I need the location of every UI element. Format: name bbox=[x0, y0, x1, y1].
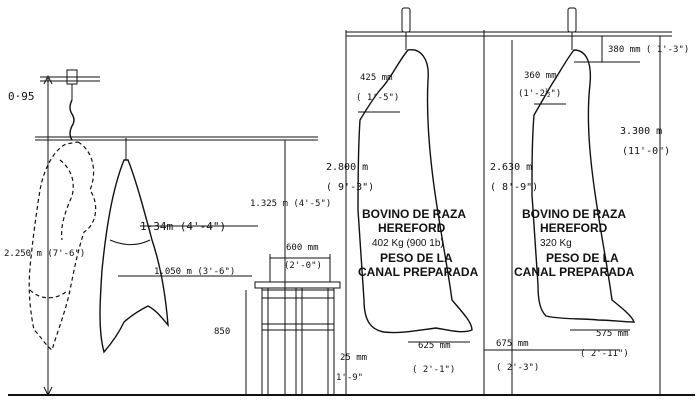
beef-right-length-label: 2.630 m bbox=[490, 162, 532, 173]
beef-left-title-2: HEREFORD bbox=[378, 221, 446, 235]
beef-left-outline bbox=[357, 49, 473, 334]
pig-chain bbox=[69, 99, 75, 141]
bench-top-imperial-label: (2'-0") bbox=[284, 261, 322, 271]
pig-height-label: 2.250 m (7'-6") bbox=[4, 249, 85, 259]
pig-height-arrow-top bbox=[43, 74, 53, 85]
beef-left-title-1: BOVINO DE RAZA bbox=[362, 207, 466, 221]
beef-right-hock-label: 360 mm bbox=[524, 71, 557, 81]
beef-left-hook bbox=[401, 7, 411, 33]
bench-leg-right bbox=[327, 287, 335, 396]
small-carcass-outline bbox=[99, 159, 169, 354]
rail-height-label: 0·95 bbox=[8, 90, 35, 103]
pig-height-arrow-bottom bbox=[43, 386, 53, 397]
beef-right-floor-gap: 675 mm bbox=[496, 339, 529, 349]
beef-right-outline bbox=[531, 49, 635, 323]
small-width-label: 1·34m (4'-4") bbox=[140, 220, 226, 233]
beef-left-floor-gap: 25 mm bbox=[340, 353, 367, 363]
beef-left-shoulder-label: 625 mm bbox=[418, 341, 451, 351]
beef-left-caption-1: PESO DE LA bbox=[380, 251, 453, 265]
beef-right-top-clearance: 380 mm ( 1'-3") bbox=[608, 45, 689, 55]
beef-right-length-imperial: ( 8'-9") bbox=[490, 182, 538, 193]
beef-left-length-imperial: ( 9'-3") bbox=[326, 182, 374, 193]
beef-left-shoulder-imperial: ( 2'-1") bbox=[412, 365, 455, 375]
rail-total-imperial: (11'-0") bbox=[622, 146, 670, 157]
small-inner-width-label: 1.050 m (3'-6") bbox=[154, 267, 235, 277]
bench-rail-mid bbox=[261, 323, 335, 331]
beef-right-hock-imperial: (1'-2½") bbox=[518, 88, 561, 99]
rail-total-label: 3.300 m bbox=[620, 126, 662, 137]
bench-leg-left bbox=[261, 287, 269, 396]
pig-inner-line bbox=[59, 159, 74, 241]
beef-right-hook bbox=[567, 7, 577, 33]
bench-height-label: 1.325 m (4'-5") bbox=[250, 199, 331, 209]
bench-leg-center bbox=[295, 287, 303, 396]
beef-right-caption-2: CANAL PREPARADA bbox=[514, 265, 635, 279]
beef-right-caption-1: PESO DE LA bbox=[546, 251, 619, 265]
beef-left-hock-imperial: ( 1'-5") bbox=[356, 93, 399, 103]
bench-top-label: 600 mm bbox=[286, 243, 319, 253]
beef-left-length-label: 2.800 m bbox=[326, 162, 368, 173]
bench-height-850-label: 850 bbox=[214, 327, 230, 337]
bench-rail-top bbox=[261, 289, 335, 299]
bench-top bbox=[254, 281, 341, 289]
small-carcass-ribline bbox=[109, 239, 151, 245]
beef-right-title-2: HEREFORD bbox=[540, 221, 608, 235]
beef-right-title-1: BOVINO DE RAZA bbox=[522, 207, 626, 221]
beef-left-hock-label: 425 mm bbox=[360, 73, 393, 83]
beef-left-caption-2: CANAL PREPARADA bbox=[358, 265, 479, 279]
beef-left-weight: 402 Kg (900 1b) bbox=[372, 238, 444, 249]
bench-clearance-label: 1'-9" bbox=[336, 373, 363, 383]
beef-right-weight: 320 Kg bbox=[540, 238, 572, 249]
pig-outline bbox=[28, 141, 97, 351]
pig-belly-line bbox=[29, 289, 67, 299]
beef-right-shoulder-label: 575 mm bbox=[596, 329, 629, 339]
beef-right-shoulder-imperial: ( 2'-11") bbox=[580, 349, 629, 359]
beef-right-floor-gap-imperial: ( 2'-3") bbox=[496, 363, 539, 373]
